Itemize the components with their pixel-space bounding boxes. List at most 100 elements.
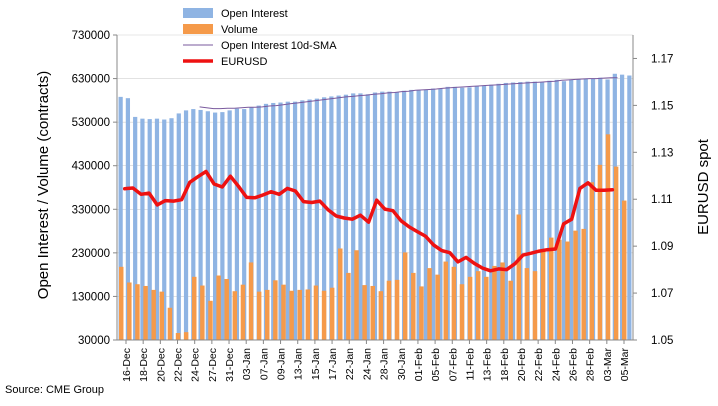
x-tick-label: 17-Jan	[327, 348, 339, 380]
open-interest-bar	[431, 88, 436, 340]
open-interest-bar	[481, 85, 487, 341]
open-interest-bar	[147, 119, 152, 340]
volume-bar	[467, 276, 473, 340]
volume-bars	[119, 134, 627, 340]
open-interest-bar	[278, 102, 283, 341]
volume-bar	[492, 265, 497, 340]
x-tick-label: 24-Dec	[190, 348, 202, 382]
legend-swatch-open-interest	[183, 8, 213, 18]
x-tick-label: 03-Mar	[602, 348, 614, 382]
open-interest-bar	[510, 82, 516, 340]
volume-bar	[127, 282, 132, 340]
x-tick-label: 18-Feb	[499, 348, 511, 381]
volume-bar	[613, 166, 619, 340]
right-tick-label: 1.15	[651, 100, 673, 112]
open-interest-bar	[140, 118, 145, 341]
volume-bar	[192, 276, 197, 340]
open-interest-bar	[183, 110, 189, 340]
volume-bar	[411, 272, 416, 340]
volume-bar	[305, 289, 311, 340]
open-interest-bar	[583, 78, 588, 341]
right-tick-label: 1.09	[651, 241, 673, 253]
open-interest-bar	[169, 118, 174, 340]
legend-label: EURUSD	[221, 56, 268, 68]
x-tick-label: 18-Dec	[138, 348, 150, 382]
volume-bar	[256, 291, 262, 340]
x-tick-label: 22-Jan	[344, 348, 356, 380]
open-interest-bar	[300, 100, 305, 340]
volume-bar	[532, 271, 538, 340]
open-interest-bar	[416, 89, 421, 341]
volume-bar	[224, 279, 229, 340]
x-tick-label: 07-Feb	[447, 348, 459, 381]
volume-bar	[167, 307, 173, 340]
open-interest-bar	[561, 81, 567, 340]
open-interest-bar	[627, 75, 632, 341]
volume-bar	[338, 248, 343, 340]
x-tick-label: 13-Jan	[293, 348, 305, 380]
volume-bar	[427, 268, 432, 340]
open-interest-bar	[554, 79, 559, 340]
open-interest-bar	[467, 87, 472, 341]
open-interest-bar	[525, 81, 530, 340]
open-interest-bar	[213, 112, 218, 340]
volume-bar	[475, 271, 481, 340]
open-interest-bar	[387, 91, 392, 341]
volume-bar	[313, 285, 319, 340]
volume-bar	[516, 214, 522, 340]
volume-bar	[581, 228, 586, 340]
open-interest-bar	[409, 89, 414, 341]
left-tick-label: 230000	[72, 248, 110, 260]
x-tick-label: 09-Jan	[276, 348, 288, 380]
open-interest-bar	[307, 99, 312, 340]
volume-bar	[289, 290, 294, 340]
volume-bar	[386, 280, 392, 340]
legend: Open Interest Volume Open Interest 10d-SMA…	[183, 8, 337, 68]
volume-bar	[216, 275, 221, 340]
volume-bar	[265, 289, 270, 340]
open-interest-bar	[322, 97, 327, 340]
volume-bar	[549, 237, 554, 340]
volume-bar	[273, 280, 278, 340]
x-tick-label: 05-Mar	[619, 348, 631, 382]
open-interest-bar	[176, 113, 181, 340]
right-tick-label: 1.11	[651, 194, 673, 206]
left-tick-label: 730000	[72, 30, 110, 42]
open-interest-bar	[118, 96, 123, 340]
volume-bar	[151, 289, 156, 340]
volume-bar	[240, 284, 246, 340]
open-interest-bar	[191, 109, 196, 340]
left-tick-label: 330000	[72, 204, 110, 216]
open-interest-bar	[234, 108, 240, 340]
x-tick-label: 16-Dec	[121, 348, 133, 382]
x-tick-label: 20-Feb	[516, 348, 528, 381]
volume-bar	[597, 164, 603, 340]
x-tick-label: 20-Dec	[155, 348, 167, 382]
volume-bar	[605, 134, 611, 340]
open-interest-bar	[401, 90, 407, 341]
x-tick-label: 24-Feb	[550, 348, 562, 381]
volume-bar	[557, 239, 562, 340]
open-interest-bar	[576, 79, 581, 340]
volume-bar	[135, 284, 140, 340]
left-tick-label: 530000	[72, 117, 110, 129]
volume-bar	[622, 200, 627, 340]
volume-bar	[354, 250, 359, 340]
open-interest-bar	[162, 119, 167, 341]
volume-bar	[565, 241, 570, 340]
open-interest-bar	[249, 107, 254, 340]
volume-bar	[248, 262, 254, 340]
x-tick-label: 15-Jan	[310, 348, 322, 380]
axes: 730000 630000 530000 430000 330000 230000 1300…	[72, 30, 674, 382]
left-tick-label: 430000	[72, 161, 110, 173]
open-interest-bar	[125, 98, 131, 340]
volume-bar	[484, 276, 489, 340]
left-axis-title: Open Interest / Volume (contracts)	[35, 71, 52, 299]
volume-bar	[321, 290, 327, 340]
left-tick-label: 630000	[72, 74, 110, 86]
open-interest-bar	[154, 118, 160, 341]
volume-bar	[419, 286, 424, 340]
source-label: Source: CME Group	[5, 384, 105, 396]
right-tick-label: 1.07	[651, 288, 673, 300]
x-tick-label: 24-Jan	[361, 348, 373, 380]
